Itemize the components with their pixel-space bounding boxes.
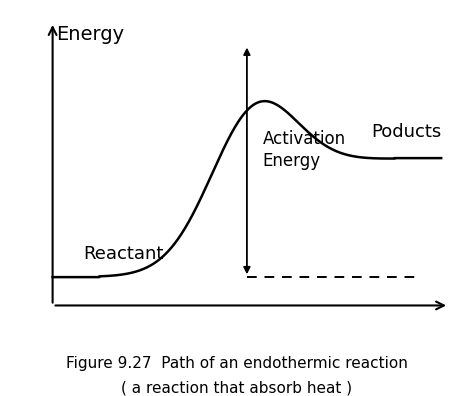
Text: Poducts: Poducts [371,123,441,141]
Text: Figure 9.27  Path of an endothermic reaction: Figure 9.27 Path of an endothermic react… [66,356,408,371]
Text: Reactant: Reactant [84,245,164,263]
Text: ( a reaction that absorb heat ): ( a reaction that absorb heat ) [121,380,353,395]
Text: Energy: Energy [56,25,125,44]
Text: Activation
Energy: Activation Energy [263,129,346,170]
